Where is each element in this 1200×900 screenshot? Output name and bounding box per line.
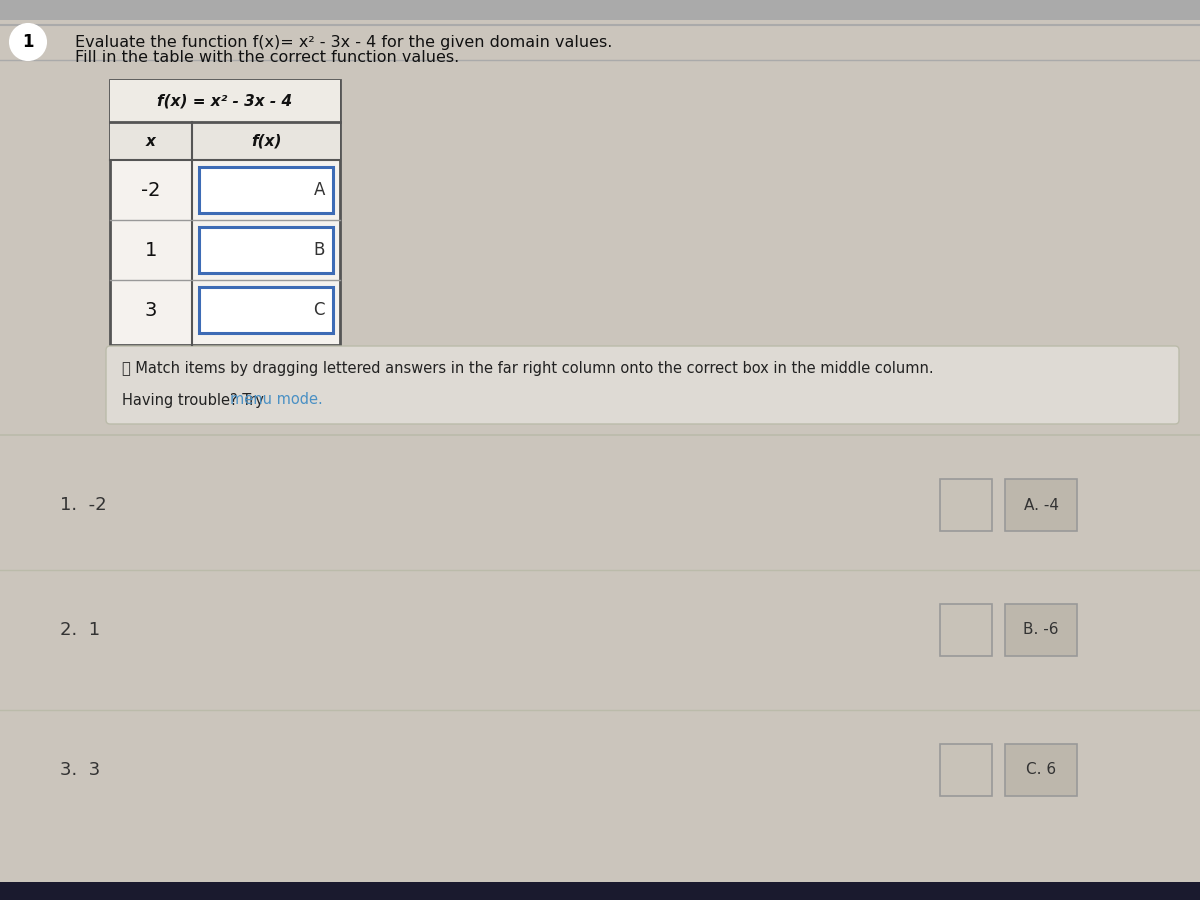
Text: A: A: [313, 181, 325, 199]
Text: B. -6: B. -6: [1024, 623, 1058, 637]
Bar: [0, 445, 1200, 565]
Text: ⓘ Match items by dragging lettered answers in the far right column onto the corr: ⓘ Match items by dragging lettered answe…: [122, 361, 934, 375]
Bar: [110, 80, 340, 122]
FancyBboxPatch shape: [106, 346, 1178, 424]
Bar: [199, 167, 334, 213]
Text: Fill in the table with the correct function values.: Fill in the table with the correct funct…: [74, 50, 460, 65]
Text: C: C: [313, 301, 325, 319]
Text: f(x): f(x): [251, 133, 281, 148]
Bar: [940, 744, 992, 796]
Text: A. -4: A. -4: [1024, 498, 1058, 512]
Bar: [110, 80, 340, 345]
Text: f(x) = x² - 3x - 4: f(x) = x² - 3x - 4: [157, 94, 293, 109]
Bar: [1006, 744, 1078, 796]
Bar: [199, 287, 334, 333]
Bar: [0, 570, 1200, 690]
Text: 1: 1: [23, 33, 34, 51]
Bar: [1006, 604, 1078, 656]
Bar: [940, 479, 992, 531]
Text: menu mode.: menu mode.: [230, 392, 323, 408]
Text: B: B: [313, 241, 325, 259]
Text: 3: 3: [145, 301, 157, 320]
Circle shape: [10, 24, 46, 60]
Text: 3.  3: 3. 3: [60, 761, 101, 779]
Bar: [0, 710, 1200, 830]
Bar: [110, 122, 340, 160]
Text: x: x: [146, 133, 156, 148]
Text: 2.  1: 2. 1: [60, 621, 100, 639]
Bar: [1006, 479, 1078, 531]
Text: Evaluate the function f(x)= x² - 3x - 4 for the given domain values.: Evaluate the function f(x)= x² - 3x - 4 …: [74, 35, 612, 50]
Bar: [0, 882, 1200, 900]
Text: Having trouble? Try: Having trouble? Try: [122, 392, 269, 408]
Text: 1.  -2: 1. -2: [60, 496, 107, 514]
Bar: [0, 0, 1200, 20]
Bar: [940, 604, 992, 656]
Bar: [199, 227, 334, 273]
Text: -2: -2: [142, 181, 161, 200]
Text: 1: 1: [145, 240, 157, 259]
Text: C. 6: C. 6: [1026, 762, 1056, 778]
